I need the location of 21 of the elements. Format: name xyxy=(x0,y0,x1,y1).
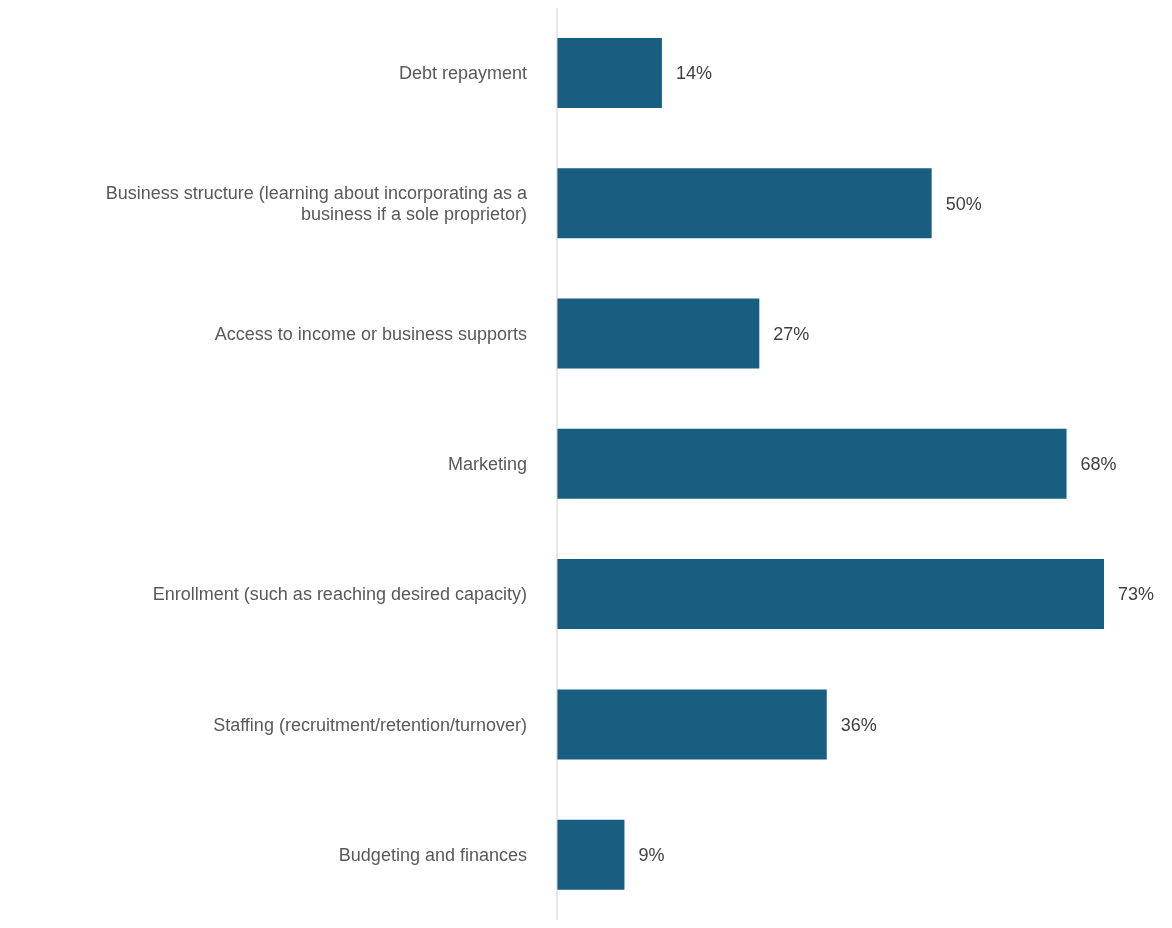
data-label: 27% xyxy=(773,323,810,344)
data-label: 68% xyxy=(1080,454,1117,475)
data-label: 14% xyxy=(675,63,712,84)
y-tick-label: Marketing xyxy=(447,454,527,474)
bar xyxy=(557,298,760,369)
y-tick-label: Debt repayment xyxy=(398,63,527,84)
data-label: 36% xyxy=(840,714,877,735)
bar xyxy=(557,689,827,760)
bar xyxy=(557,559,1104,630)
data-label: 73% xyxy=(1118,584,1155,605)
y-tick-label: Business structure (learning about incorporating as a business if a sole proprietor) xyxy=(105,182,528,224)
y-tick-label: Staffing (recruitment/retention/turnover) xyxy=(213,714,527,735)
data-label: 9% xyxy=(638,845,665,866)
bar xyxy=(557,428,1067,499)
y-tick-label: Enrollment (such as reaching desired capacity) xyxy=(152,584,527,605)
bar xyxy=(557,168,932,239)
y-tick-label: Budgeting and finances xyxy=(338,844,527,865)
y-tick-label: Access to income or business supports xyxy=(214,323,527,344)
data-label: 50% xyxy=(945,193,982,214)
bar xyxy=(557,819,625,890)
bar xyxy=(557,37,662,108)
